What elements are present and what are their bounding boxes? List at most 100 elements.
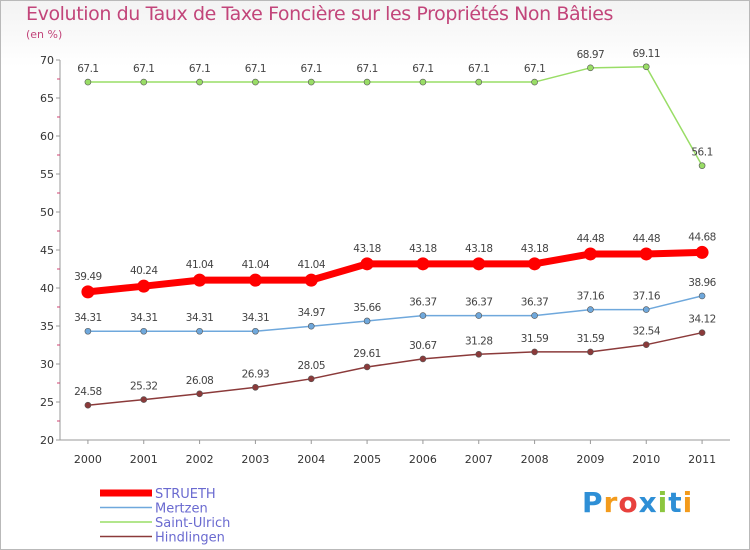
data-point	[583, 247, 597, 261]
data-label: 35.66	[353, 302, 381, 314]
data-label: 44.68	[688, 231, 716, 243]
series-line-strueth	[87, 248, 703, 296]
x-tick-label: 2009	[576, 453, 604, 466]
data-point	[196, 78, 203, 86]
data-label: 36.37	[465, 297, 493, 309]
logo-letter: o	[618, 486, 639, 519]
data-label: 29.61	[353, 348, 381, 360]
y-tick-label: 50	[40, 206, 54, 219]
data-point	[475, 78, 483, 86]
y-tick-label: 35	[40, 320, 54, 333]
data-label: 32.54	[632, 326, 660, 338]
y-tick-label: 65	[40, 92, 54, 105]
data-point	[531, 312, 538, 319]
data-point	[472, 257, 486, 271]
data-label: 41.04	[242, 259, 270, 271]
data-label: 41.04	[186, 259, 214, 271]
data-label: 26.93	[242, 368, 270, 380]
data-label: 67.1	[468, 63, 489, 75]
series-line-mertzen	[87, 295, 703, 332]
data-label: 31.59	[577, 333, 605, 345]
x-tick-label: 2010	[632, 453, 660, 466]
data-label: 67.1	[245, 63, 266, 75]
x-tick-label: 2006	[409, 453, 437, 466]
data-label: 25.32	[130, 381, 158, 393]
data-label: 67.1	[524, 63, 545, 75]
data-label: 36.37	[409, 297, 437, 309]
data-point	[304, 273, 318, 287]
data-label: 69.11	[632, 48, 660, 60]
data-point	[252, 384, 259, 391]
x-tick-label: 2000	[74, 453, 102, 466]
proxiti-logo: Proxiti	[582, 486, 693, 519]
data-point	[698, 329, 706, 336]
y-tick-label: 25	[40, 396, 54, 409]
data-point	[137, 279, 151, 293]
y-tick-label: 20	[40, 434, 54, 447]
data-label: 39.49	[74, 271, 102, 283]
data-label: 34.31	[242, 312, 270, 324]
data-point	[642, 306, 650, 313]
axes: 20 25 30 35 40 45 50 55 60 65 70 2000 2001 2002 2003 20…	[40, 54, 730, 466]
legend-label: STRUETH	[155, 487, 216, 502]
y-tick-label: 45	[40, 244, 54, 257]
data-label: 56.1	[691, 147, 712, 159]
data-point	[363, 78, 371, 86]
data-label: 43.18	[521, 243, 549, 255]
data-label: 34.97	[297, 307, 325, 319]
data-label: 37.16	[577, 291, 605, 303]
data-point	[307, 375, 315, 383]
data-label: 67.1	[133, 63, 154, 75]
data-label: 67.1	[189, 63, 210, 75]
data-point	[419, 355, 427, 363]
data-point	[531, 78, 538, 86]
data-label: 31.28	[465, 335, 493, 347]
data-label: 44.48	[577, 233, 605, 245]
data-point	[84, 78, 92, 86]
x-tick-label: 2007	[465, 453, 493, 466]
data-point	[528, 257, 542, 271]
data-point	[196, 390, 203, 398]
data-point	[140, 78, 148, 86]
data-label: 68.97	[577, 49, 605, 61]
chart-subtitle: (en %)	[26, 28, 63, 41]
data-point	[531, 348, 538, 356]
data-label: 36.37	[521, 297, 549, 309]
data-label: 43.18	[353, 243, 381, 255]
x-tick-label: 2005	[353, 453, 381, 466]
data-label: 40.24	[130, 265, 158, 277]
x-tick-label: 2004	[297, 453, 325, 466]
data-point	[587, 64, 594, 72]
data-point	[416, 257, 430, 271]
data-point	[81, 285, 95, 299]
y-tick-label: 30	[40, 358, 54, 371]
data-label: 30.67	[409, 340, 437, 352]
data-point	[84, 401, 92, 409]
y-tick-label: 70	[40, 54, 54, 67]
x-tick-label: 2003	[241, 453, 269, 466]
logo-letter: i	[657, 486, 669, 519]
data-point	[695, 245, 709, 259]
logo-letter: P	[582, 486, 604, 519]
data-point	[419, 312, 427, 319]
data-label: 67.1	[412, 63, 433, 75]
data-point	[475, 312, 483, 319]
data-label: 67.1	[356, 63, 377, 75]
data-point	[419, 78, 427, 86]
data-point	[140, 396, 148, 403]
data-point	[642, 63, 650, 71]
legend-label: Hindlingen	[155, 531, 225, 546]
data-point	[252, 327, 259, 335]
legend-label: Mertzen	[155, 502, 208, 517]
chart-title: Evolution du Taux de Taxe Foncière sur l…	[26, 3, 614, 25]
data-point	[639, 247, 653, 261]
data-label: 41.04	[297, 259, 325, 271]
data-label: 38.96	[688, 277, 716, 289]
data-point	[363, 317, 371, 325]
data-label: 43.18	[465, 243, 493, 255]
data-point	[363, 363, 371, 371]
data-point	[196, 327, 203, 335]
x-tick-label: 2008	[521, 453, 549, 466]
